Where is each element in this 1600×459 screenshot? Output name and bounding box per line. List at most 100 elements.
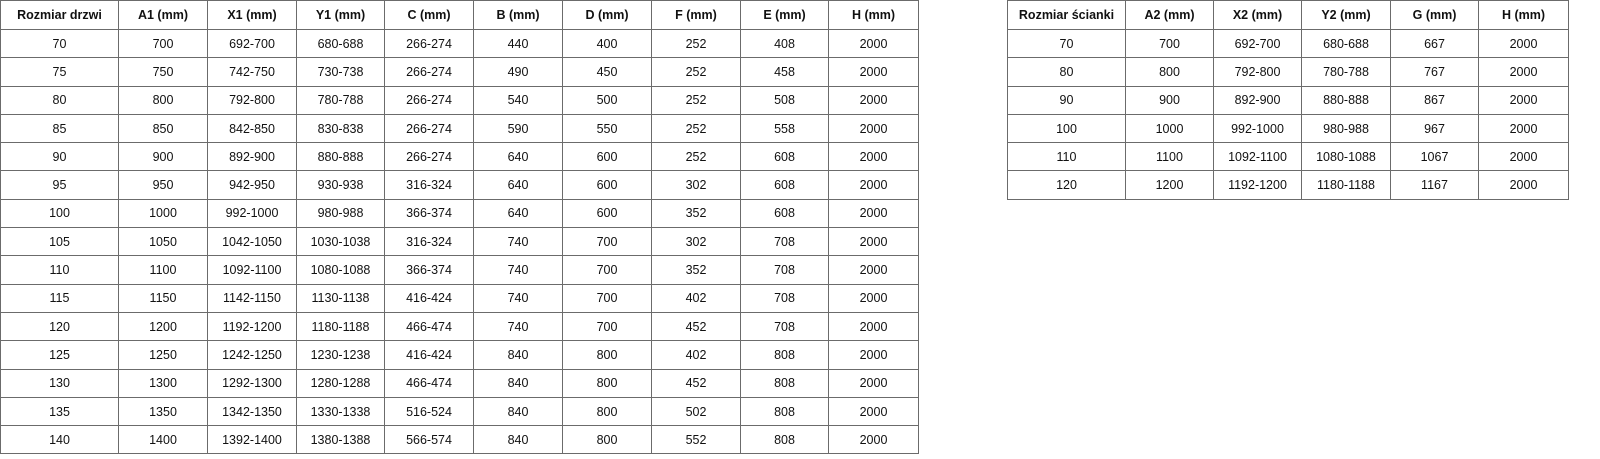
table-cell: 640 xyxy=(473,170,563,200)
table-cell: 500 xyxy=(562,85,652,115)
table-cell: 840 xyxy=(473,396,563,427)
table-cell: 125 xyxy=(0,340,119,370)
table-cell: 1342-1350 xyxy=(207,396,297,427)
table-cell: 640 xyxy=(473,142,563,172)
table-cell: 800 xyxy=(1125,57,1214,87)
table-body: 70 700 692-700 680-688 266-274 440 400 252 408 20… xyxy=(0,28,919,455)
table-cell: 90 xyxy=(0,142,119,172)
table-cell: 892-900 xyxy=(1213,85,1302,115)
table-cell: 2000 xyxy=(828,198,919,229)
table-cell: 980-988 xyxy=(296,198,385,229)
table-cell: 800 xyxy=(562,368,652,398)
table-cell: 1000 xyxy=(1125,113,1214,144)
table-cell: 70 xyxy=(1007,28,1126,59)
table-cell: 700 xyxy=(562,311,652,342)
table-cell: 1200 xyxy=(118,311,208,342)
table-row: 100 1000 992-1000 980-988 967 2000 xyxy=(1007,113,1569,144)
table-cell: 458 xyxy=(740,57,829,87)
table-row: 120 1200 1192-1200 1180-1188 466-474 740 700 45… xyxy=(0,311,919,342)
table-cell: 316-324 xyxy=(384,227,474,257)
table-cell: 466-474 xyxy=(384,368,474,398)
table-cell: 840 xyxy=(473,368,563,398)
table-cell: 840 xyxy=(473,340,563,370)
table-cell: 252 xyxy=(651,85,741,115)
table-cell: 808 xyxy=(740,368,829,398)
table-row: 70 700 692-700 680-688 667 2000 xyxy=(1007,28,1569,59)
table-cell: 680-688 xyxy=(296,28,385,59)
table-row: 75 750 742-750 730-738 266-274 490 450 252 458 20… xyxy=(0,57,919,87)
table-row: 135 1350 1342-1350 1330-1338 516-524 840 800 50… xyxy=(0,396,919,427)
table-row: 110 1100 1092-1100 1080-1088 366-374 740 700 35… xyxy=(0,255,919,285)
table-cell: 402 xyxy=(651,283,741,313)
table-cell: 1042-1050 xyxy=(207,227,297,257)
table-cell: 1350 xyxy=(118,396,208,427)
table-cell: 700 xyxy=(562,227,652,257)
table-cell: 880-888 xyxy=(296,142,385,172)
table-cell: 792-800 xyxy=(1213,57,1302,87)
table-cell: 80 xyxy=(0,85,119,115)
table-cell: 608 xyxy=(740,170,829,200)
table-cell: 252 xyxy=(651,28,741,59)
table-cell: 740 xyxy=(473,227,563,257)
table-cell: 808 xyxy=(740,340,829,370)
table-cell: 2000 xyxy=(828,425,919,455)
table-cell: 2000 xyxy=(1478,57,1569,87)
table-cell: 450 xyxy=(562,57,652,87)
table-cell: 740 xyxy=(473,255,563,285)
column-header: Y2 (mm) xyxy=(1301,0,1391,30)
table-cell: 808 xyxy=(740,396,829,427)
table-cell: 366-374 xyxy=(384,255,474,285)
column-header: F (mm) xyxy=(651,0,741,30)
table-cell: 800 xyxy=(118,85,208,115)
table-cell: 2000 xyxy=(1478,170,1569,200)
table-cell: 1050 xyxy=(118,227,208,257)
table-cell: 115 xyxy=(0,283,119,313)
table-cell: 252 xyxy=(651,142,741,172)
table-row: 110 1100 1092-1100 1080-1088 1067 2000 xyxy=(1007,142,1569,172)
table-row: 140 1400 1392-1400 1380-1388 566-574 840 800 55… xyxy=(0,425,919,455)
table-cell: 100 xyxy=(1007,113,1126,144)
column-header: X1 (mm) xyxy=(207,0,297,30)
table-cell: 740 xyxy=(473,283,563,313)
table-row: 115 1150 1142-1150 1130-1138 416-424 740 700 40… xyxy=(0,283,919,313)
table-cell: 70 xyxy=(0,28,119,59)
table-cell: 892-900 xyxy=(207,142,297,172)
table-cell: 942-950 xyxy=(207,170,297,200)
table-cell: 2000 xyxy=(828,57,919,87)
table-cell: 135 xyxy=(0,396,119,427)
table-row: 95 950 942-950 930-938 316-324 640 600 302 608 20… xyxy=(0,170,919,200)
table-cell: 266-274 xyxy=(384,28,474,59)
table-cell: 740 xyxy=(473,311,563,342)
column-header: H (mm) xyxy=(828,0,919,30)
table-cell: 1067 xyxy=(1390,142,1479,172)
table-cell: 967 xyxy=(1390,113,1479,144)
table-cell: 540 xyxy=(473,85,563,115)
table-cell: 85 xyxy=(0,113,119,144)
table-cell: 708 xyxy=(740,311,829,342)
table-cell: 302 xyxy=(651,227,741,257)
table-cell: 1330-1338 xyxy=(296,396,385,427)
table-row: 105 1050 1042-1050 1030-1038 316-324 740 700 30… xyxy=(0,227,919,257)
table-cell: 316-324 xyxy=(384,170,474,200)
table-cell: 1142-1150 xyxy=(207,283,297,313)
wall-dimensions-table: Rozmiar ścianki A2 (mm) X2 (mm) Y2 (mm) G (m… xyxy=(1007,0,1569,200)
table-cell: 466-474 xyxy=(384,311,474,342)
table-cell: 900 xyxy=(118,142,208,172)
table-cell: 352 xyxy=(651,255,741,285)
table-header: Rozmiar drzwi A1 (mm) X1 (mm) Y1 (mm) C (mm)… xyxy=(0,0,919,30)
table-cell: 110 xyxy=(0,255,119,285)
table-cell: 800 xyxy=(562,425,652,455)
table-cell: 110 xyxy=(1007,142,1126,172)
table-cell: 490 xyxy=(473,57,563,87)
table-cell: 302 xyxy=(651,170,741,200)
table-cell: 1100 xyxy=(118,255,208,285)
table-cell: 452 xyxy=(651,368,741,398)
table-cell: 2000 xyxy=(828,227,919,257)
table-cell: 95 xyxy=(0,170,119,200)
table-cell: 808 xyxy=(740,425,829,455)
table-cell: 950 xyxy=(118,170,208,200)
table-cell: 930-938 xyxy=(296,170,385,200)
table-cell: 1092-1100 xyxy=(207,255,297,285)
column-header: Y1 (mm) xyxy=(296,0,385,30)
table-cell: 266-274 xyxy=(384,85,474,115)
